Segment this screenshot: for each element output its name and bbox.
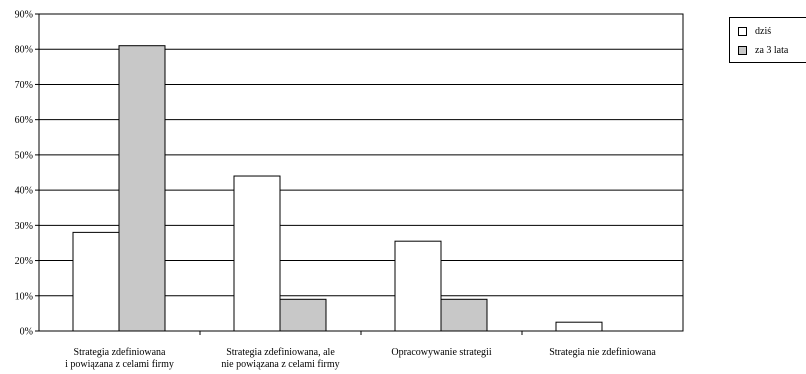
y-tick-label: 20% [15, 256, 33, 267]
legend-label-0: dziś [755, 25, 772, 37]
bar-dzis-2 [394, 240, 442, 332]
legend-label-1: za 3 lata [755, 44, 789, 56]
bars [72, 45, 603, 332]
y-tick-label: 40% [15, 186, 33, 197]
y-tick-label: 70% [15, 80, 33, 91]
y-tick-label: 60% [15, 115, 33, 126]
legend-item-1: za 3 lata [738, 44, 788, 56]
legend: dziś za 3 lata [729, 17, 806, 63]
legend-swatch-0 [738, 26, 747, 36]
y-tick-label: 30% [15, 221, 33, 232]
x-axis: Strategia zdefiniowana i powiązana z cela… [65, 331, 656, 370]
y-tick-label: 80% [15, 45, 33, 56]
x-tick-label: Strategia zdefiniowana i powiązana z cela… [65, 347, 174, 370]
y-tick-label: 10% [15, 291, 33, 302]
x-tick-label: Strategia zdefiniowana, ale nie powiązana… [221, 347, 339, 370]
bar-dzis-0 [72, 231, 120, 332]
bar-za-3-lata-2 [440, 298, 488, 332]
bar-za-3-lata-1 [279, 298, 327, 332]
bar-za-3-lata-0 [118, 45, 166, 332]
y-tick-label: 0% [20, 327, 33, 338]
x-tick-label: Opracowywanie strategii [391, 347, 491, 358]
y-axis: 0% 10% 20% 30% 40% 50% 60% 70% 80% 90% [15, 10, 39, 338]
y-tick-label: 50% [15, 150, 33, 161]
bar-dzis-3 [555, 321, 603, 332]
bar-dzis-1 [233, 175, 281, 332]
legend-item-0: dziś [738, 25, 771, 37]
legend-swatch-1 [738, 45, 747, 55]
x-tick-label: Strategia nie zdefiniowana [549, 347, 656, 358]
y-tick-label: 90% [15, 10, 33, 21]
